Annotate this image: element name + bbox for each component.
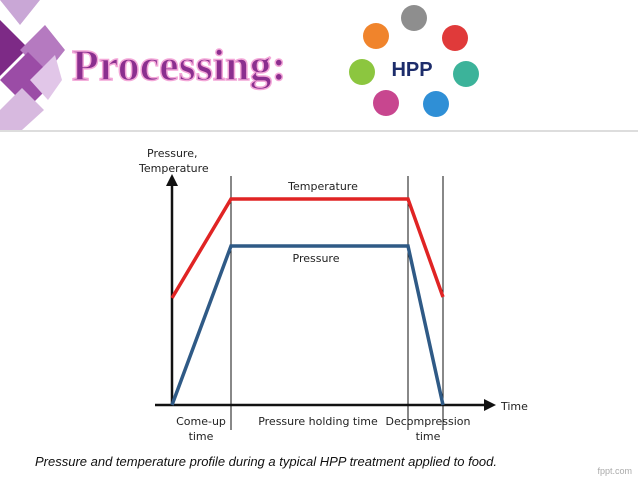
phase-label: time: [189, 430, 214, 443]
curve-label: Pressure: [293, 252, 340, 265]
phase-label: Pressure holding time: [258, 415, 378, 428]
y-arrow: [166, 174, 178, 186]
phase-label: time: [416, 430, 441, 443]
phase-label: Decompression: [386, 415, 471, 428]
logo-label: HPP: [391, 59, 432, 81]
corner-decoration: [0, 0, 65, 130]
hpp-logo: HPP: [349, 5, 479, 117]
title: Processing:: [72, 41, 286, 90]
caption: Pressure and temperature profile during …: [35, 454, 497, 469]
y-axis-label: Pressure,: [147, 147, 197, 160]
diagram: Pressure, Temperature Time Temperature P…: [138, 147, 528, 443]
x-axis-label: Time: [500, 400, 528, 413]
pressure-curve: [170, 244, 445, 406]
temperature-curve: [170, 197, 445, 299]
curve-label: Temperature: [287, 180, 358, 193]
footer: fppt.com: [597, 466, 632, 476]
phase-label: Come-up: [176, 415, 226, 428]
x-arrow: [484, 399, 496, 411]
y-axis-label: Temperature: [138, 162, 209, 175]
